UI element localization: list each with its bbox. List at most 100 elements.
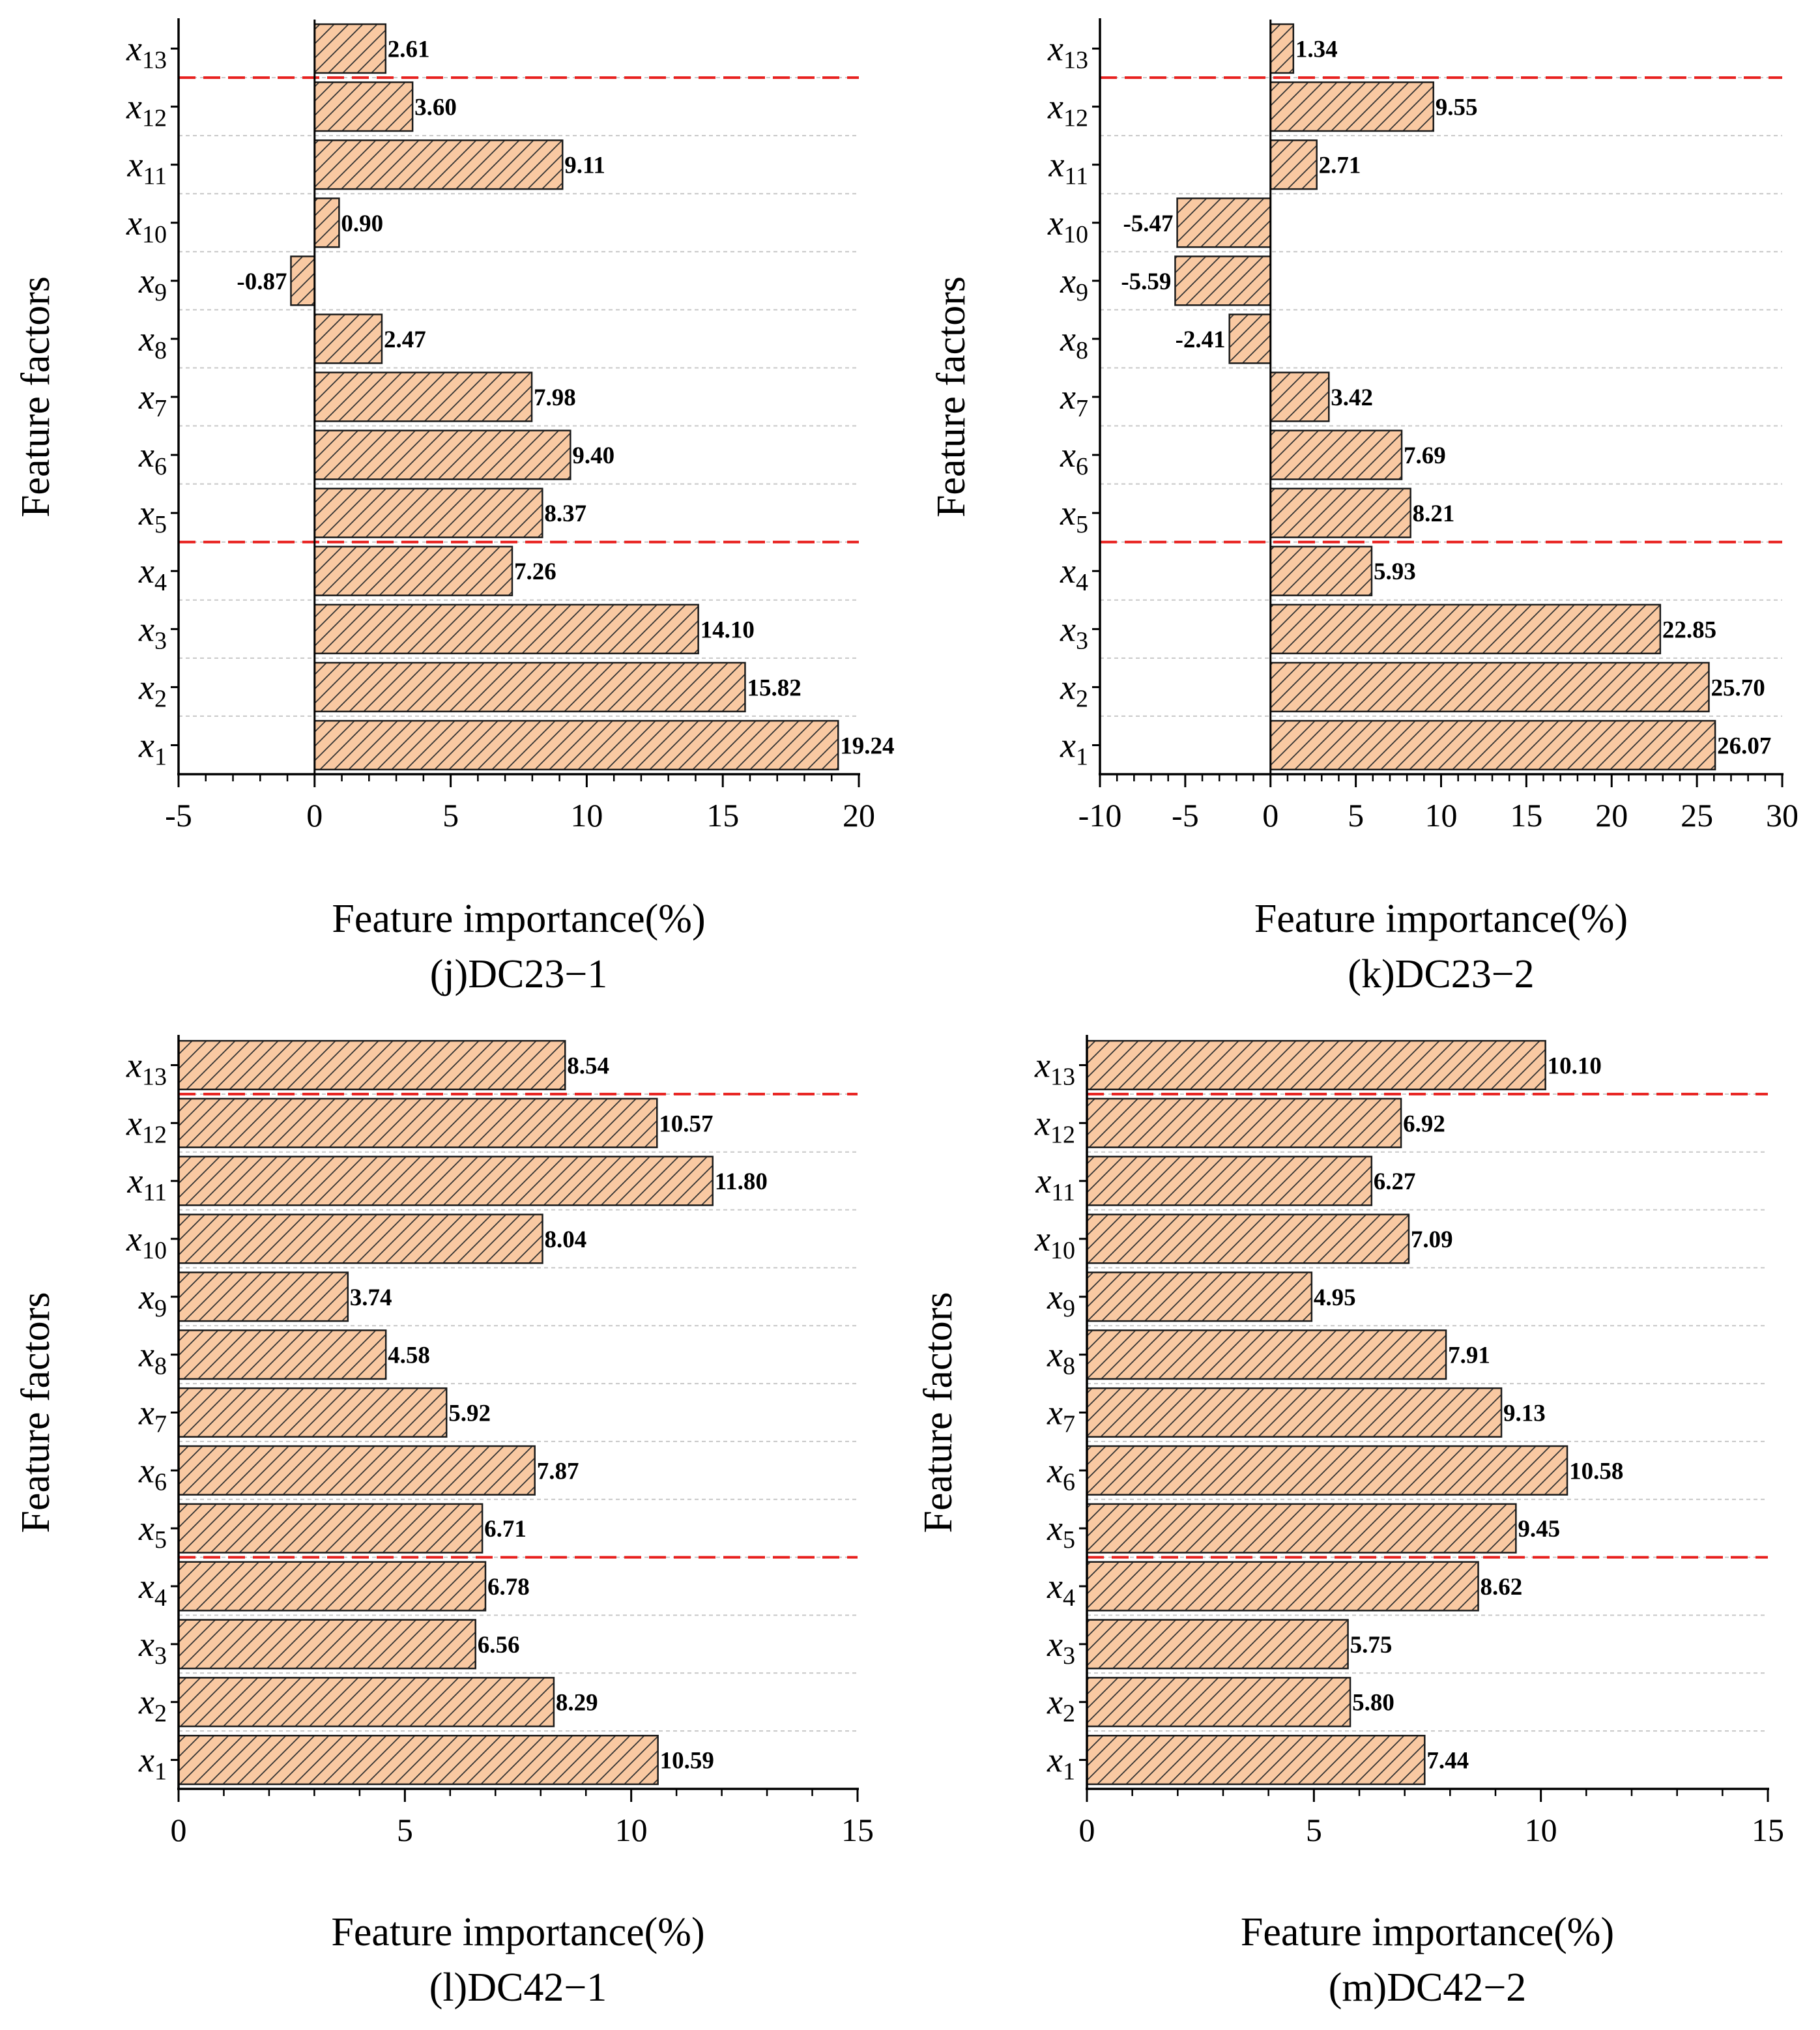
value-label-x4: 5.93 xyxy=(1374,558,1416,585)
x-tick-label: 10 xyxy=(570,797,603,834)
value-label-x5: 9.45 xyxy=(1518,1516,1560,1543)
category-label-x10: x10 xyxy=(126,1219,167,1264)
x-tick-label: 5 xyxy=(1306,1812,1322,1848)
value-label-x1: 7.44 xyxy=(1426,1748,1469,1775)
value-label-x9: 4.95 xyxy=(1314,1284,1356,1311)
bar-x7 xyxy=(177,1387,448,1438)
category-label-x2: x2 xyxy=(138,667,167,712)
bar-x1 xyxy=(177,1735,659,1786)
category-label-x2: x2 xyxy=(1060,667,1088,712)
category-label-x8: x8 xyxy=(1060,319,1088,364)
bar-x12 xyxy=(1086,1097,1402,1148)
x-tick-label: 5 xyxy=(442,797,459,834)
y-axis-title: Feature factors xyxy=(14,1292,58,1533)
category-label-x8: x8 xyxy=(138,1335,167,1380)
bar-x8 xyxy=(1086,1329,1447,1380)
bar-x10 xyxy=(313,197,340,248)
value-label-x5: 8.37 xyxy=(544,500,586,527)
category-label-x11: x11 xyxy=(1048,145,1088,190)
x-tick-label: 0 xyxy=(171,1812,187,1848)
value-label-x11: 6.27 xyxy=(1374,1168,1416,1195)
bar-x5 xyxy=(1086,1503,1517,1554)
value-label-x2: 15.82 xyxy=(747,674,801,701)
category-label-x2: x2 xyxy=(138,1683,167,1728)
panel-m-dc42-2: 7.44 5.80 5.75 8.62 9.45 10.58 9.13 7.91 4.95 7.0… xyxy=(916,1035,1784,2010)
bar-x10 xyxy=(1086,1213,1410,1264)
value-label-x12: 6.92 xyxy=(1403,1110,1445,1137)
value-label-x13: 10.10 xyxy=(1548,1052,1602,1079)
x-tick-label: 10 xyxy=(1525,1812,1557,1848)
category-label-x9: x9 xyxy=(1060,261,1088,306)
value-label-x8: 4.58 xyxy=(388,1342,430,1369)
value-label-x8: -2.41 xyxy=(1176,326,1226,353)
category-label-x4: x4 xyxy=(138,551,167,596)
bar-x11 xyxy=(1269,139,1318,190)
x-tick-label: 15 xyxy=(841,1812,874,1848)
bar-x8 xyxy=(313,313,383,364)
bar-x11 xyxy=(1086,1155,1373,1206)
value-label-x10: 7.09 xyxy=(1411,1226,1453,1253)
value-label-x4: 7.26 xyxy=(514,558,556,585)
category-label-x13: x13 xyxy=(126,1045,167,1090)
category-label-x5: x5 xyxy=(138,493,167,538)
x-tick-label: 0 xyxy=(1262,797,1278,834)
x-tick-label: 20 xyxy=(843,797,875,834)
bar-x12 xyxy=(1269,81,1434,132)
category-label-x11: x11 xyxy=(1035,1161,1075,1206)
value-label-x4: 6.78 xyxy=(487,1574,530,1601)
bar-x6 xyxy=(313,429,571,480)
bar-x4 xyxy=(1086,1561,1479,1612)
x-tick-label: 25 xyxy=(1681,797,1713,834)
x-tick-label: 15 xyxy=(706,797,739,834)
category-label-x12: x12 xyxy=(126,87,167,132)
panel-title: (m)DC42−2 xyxy=(1329,1965,1527,2010)
bar-x3 xyxy=(1269,603,1662,654)
category-label-x3: x3 xyxy=(1047,1625,1075,1670)
category-label-x13: x13 xyxy=(126,29,167,74)
panel-title: (j)DC23−1 xyxy=(430,952,608,996)
value-label-x7: 3.42 xyxy=(1331,384,1373,411)
x-tick-label: 15 xyxy=(1752,1812,1784,1848)
category-label-x9: x9 xyxy=(138,261,167,306)
bar-x7 xyxy=(313,371,533,422)
x-tick-label: 30 xyxy=(1766,797,1798,834)
category-label-x6: x6 xyxy=(1047,1451,1075,1496)
category-label-x4: x4 xyxy=(138,1567,167,1612)
value-label-x7: 5.92 xyxy=(448,1400,491,1427)
panel-k-dc23-2: 26.07 25.70 22.85 5.93 8.21 7.69 3.42 -2.41 -5.5… xyxy=(929,18,1798,996)
bar-x6 xyxy=(1269,429,1403,480)
bar-x2 xyxy=(177,1677,555,1728)
category-label-x10: x10 xyxy=(126,203,167,248)
panel-title: (k)DC23−2 xyxy=(1348,952,1534,996)
x-tick-label: 15 xyxy=(1510,797,1542,834)
value-label-x9: -0.87 xyxy=(237,268,287,295)
category-label-x4: x4 xyxy=(1060,551,1088,596)
value-label-x13: 8.54 xyxy=(567,1052,609,1079)
bar-x5 xyxy=(1269,487,1411,538)
category-label-x1: x1 xyxy=(138,1741,167,1786)
category-label-x6: x6 xyxy=(138,1451,167,1496)
category-label-x8: x8 xyxy=(138,319,167,364)
value-label-x5: 6.71 xyxy=(484,1516,527,1543)
bar-x12 xyxy=(313,81,414,132)
value-label-x3: 14.10 xyxy=(701,616,755,643)
bar-x3 xyxy=(177,1619,476,1670)
y-axis-title: Feature factors xyxy=(916,1292,961,1533)
category-label-x9: x9 xyxy=(138,1277,167,1322)
value-label-x5: 8.21 xyxy=(1413,500,1455,527)
bar-x6 xyxy=(1086,1445,1568,1496)
bar-x8 xyxy=(177,1329,387,1380)
value-label-x10: -5.47 xyxy=(1123,210,1173,237)
bar-x7 xyxy=(1269,371,1330,422)
value-label-x1: 26.07 xyxy=(1717,732,1771,759)
category-label-x7: x7 xyxy=(138,1393,167,1438)
value-label-x2: 8.29 xyxy=(556,1690,598,1717)
y-axis-title: Feature factors xyxy=(14,276,58,517)
x-tick-label: -5 xyxy=(1172,797,1199,834)
bar-x3 xyxy=(1086,1619,1349,1670)
category-label-x3: x3 xyxy=(138,1625,167,1670)
bar-x8 xyxy=(1228,313,1271,364)
bar-x12 xyxy=(177,1097,658,1148)
bar-x1 xyxy=(313,719,839,771)
bar-x4 xyxy=(313,545,513,596)
